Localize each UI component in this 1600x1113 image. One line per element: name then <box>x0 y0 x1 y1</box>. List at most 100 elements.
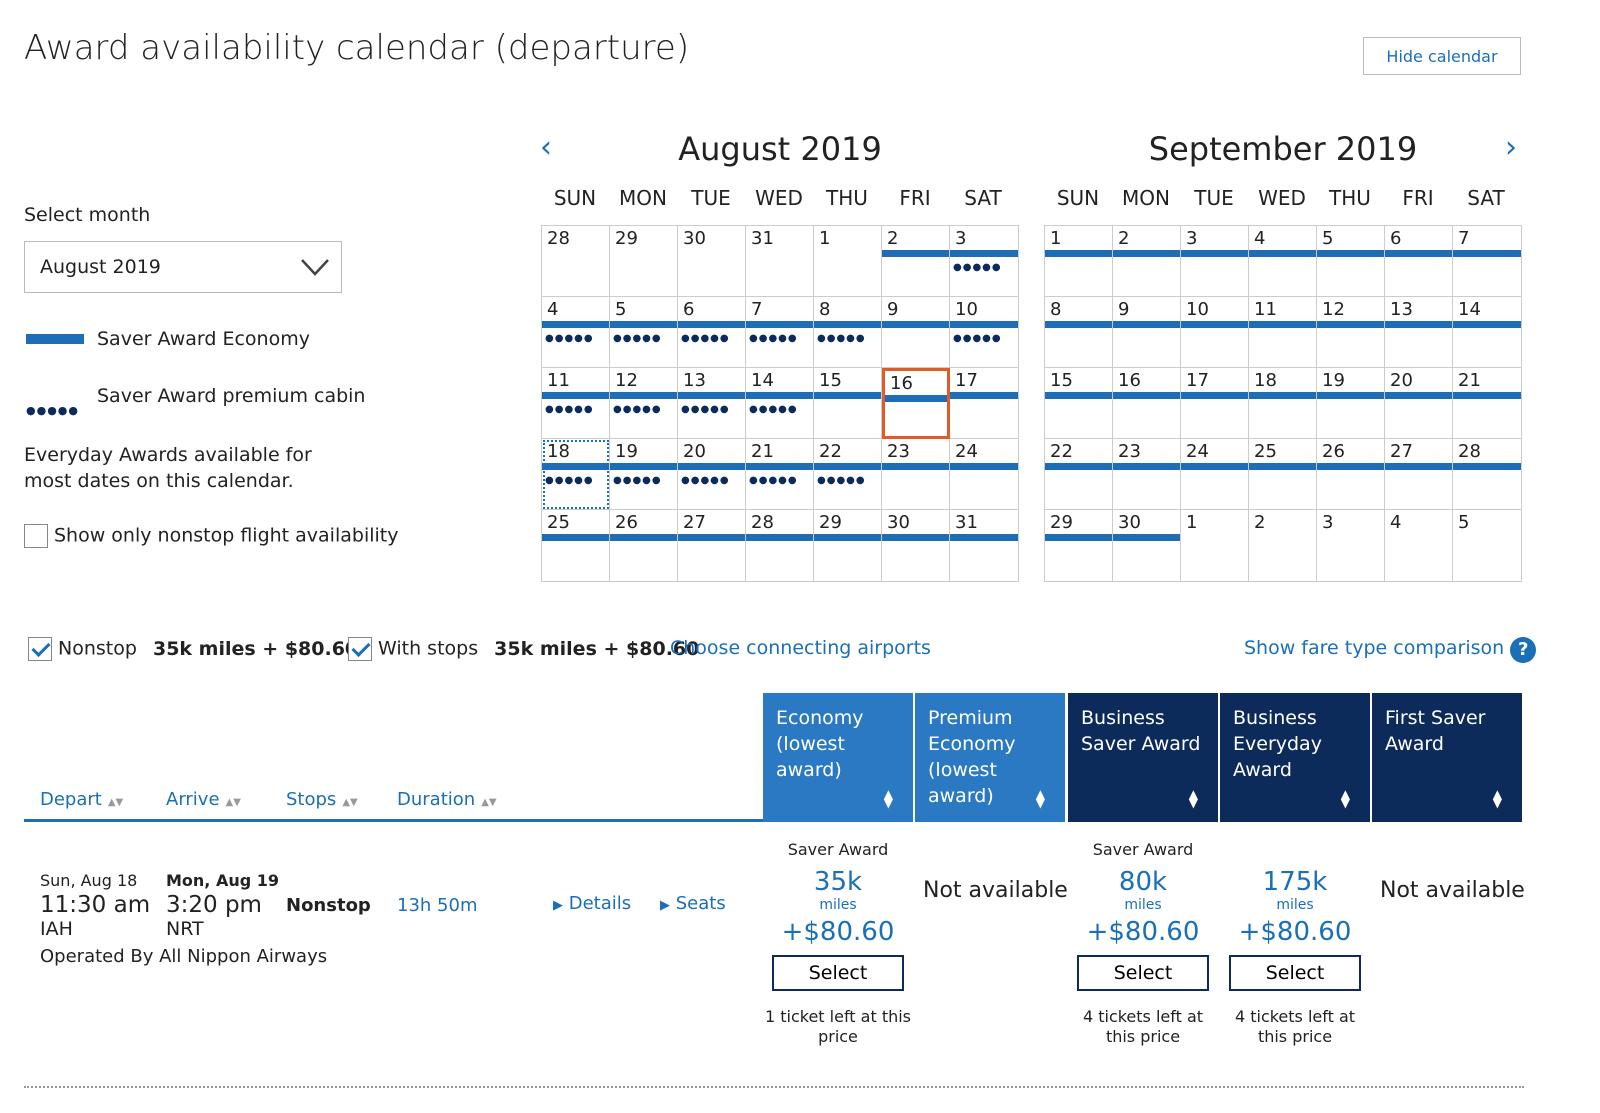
calendar-day[interactable]: 29 <box>1045 510 1113 581</box>
calendar-day[interactable]: 21 ●●●●● <box>746 439 814 510</box>
calendar-day[interactable]: 2 <box>1113 226 1181 297</box>
calendar-day[interactable]: 2 <box>1249 510 1317 581</box>
fare-comparison[interactable]: Show fare type comparison ? <box>1244 637 1537 663</box>
calendar-day[interactable]: 30 <box>1113 510 1181 581</box>
day-number: 29 <box>819 512 842 533</box>
sort-depart[interactable]: Depart ▲▼ <box>40 789 123 810</box>
calendar-day[interactable]: 10 <box>1181 297 1249 368</box>
fare-col-premium-economy[interactable]: Premium Economy (lowest award) ▲ ▼ <box>915 693 1065 822</box>
calendar-day[interactable]: 25 <box>542 510 610 581</box>
calendar-day[interactable]: 17 <box>1181 368 1249 439</box>
next-month-icon[interactable]: › <box>1505 130 1517 165</box>
calendar-day[interactable]: 30 <box>882 510 950 581</box>
calendar-day[interactable]: 28 <box>1453 439 1521 510</box>
details-link[interactable]: ▶ Details <box>553 893 631 914</box>
calendar-day[interactable]: 19 <box>1317 368 1385 439</box>
nonstop-only-option[interactable]: Show only nonstop flight availability <box>24 524 398 548</box>
calendar-day[interactable]: 24 <box>1181 439 1249 510</box>
calendar-day[interactable]: 24 <box>950 439 1018 510</box>
calendar-day[interactable]: 22 ●●●●● <box>814 439 882 510</box>
calendar-day[interactable]: 26 <box>1317 439 1385 510</box>
nonstop-filter[interactable]: Nonstop 35k miles + $80.60 <box>28 637 358 661</box>
sort-stops[interactable]: Stops ▲▼ <box>286 789 358 810</box>
calendar-day[interactable]: 1 <box>1181 510 1249 581</box>
select-business-everyday-button[interactable]: Select <box>1229 955 1361 991</box>
hide-calendar-button[interactable]: Hide calendar <box>1363 37 1521 75</box>
with-stops-checkbox[interactable] <box>348 637 372 661</box>
calendar-day[interactable]: 11 ●●●●● <box>542 368 610 439</box>
calendar-day[interactable]: 31 <box>950 510 1018 581</box>
calendar-day[interactable]: 29 <box>814 510 882 581</box>
fare-col-business-everyday[interactable]: Business Everyday Award ▲ ▼ <box>1220 693 1370 822</box>
calendar-day[interactable]: 12 <box>1317 297 1385 368</box>
calendar-day[interactable]: 11 <box>1249 297 1317 368</box>
sort-arrive[interactable]: Arrive ▲▼ <box>166 789 241 810</box>
nonstop-checkbox[interactable] <box>28 637 52 661</box>
calendar-day[interactable]: 31 <box>746 226 814 297</box>
calendar-day[interactable]: 18 ●●●●● <box>542 439 610 510</box>
calendar-day[interactable]: 22 <box>1045 439 1113 510</box>
calendar-day[interactable]: 2 <box>882 226 950 297</box>
fare-col-business-saver[interactable]: Business Saver Award ▲ ▼ <box>1068 693 1218 822</box>
sort-duration[interactable]: Duration ▲▼ <box>397 789 497 810</box>
calendar-day[interactable]: 10 ●●●●● <box>950 297 1018 368</box>
calendar-day[interactable]: 13 <box>1385 297 1453 368</box>
calendar-day[interactable]: 26 <box>610 510 678 581</box>
fare-col-first-saver[interactable]: First Saver Award ▲ ▼ <box>1372 693 1522 822</box>
calendar-day[interactable]: 19 ●●●●● <box>610 439 678 510</box>
calendar-day[interactable]: 4 <box>1385 510 1453 581</box>
calendar-day[interactable]: 13 ●●●●● <box>678 368 746 439</box>
select-economy-button[interactable]: Select <box>772 955 904 991</box>
calendar-day[interactable]: 23 <box>1113 439 1181 510</box>
calendar-day[interactable]: 28 <box>746 510 814 581</box>
calendar-day[interactable]: 27 <box>678 510 746 581</box>
select-business-saver-button[interactable]: Select <box>1077 955 1209 991</box>
calendar-day[interactable]: 4 ●●●●● <box>542 297 610 368</box>
month-select[interactable]: August 2019 <box>24 241 342 293</box>
calendar-day[interactable]: 3 ●●●●● <box>950 226 1018 297</box>
calendar-day[interactable]: 25 <box>1249 439 1317 510</box>
calendar-day[interactable]: 14 ●●●●● <box>746 368 814 439</box>
arrive-airport: NRT <box>166 918 204 940</box>
calendar-day[interactable]: 5 <box>1317 226 1385 297</box>
calendar-day[interactable]: 3 <box>1181 226 1249 297</box>
help-icon[interactable]: ? <box>1510 637 1537 663</box>
calendar-day[interactable]: 17 <box>950 368 1018 439</box>
calendar-day[interactable]: 20 ●●●●● <box>678 439 746 510</box>
calendar-day[interactable]: 5 <box>1453 510 1521 581</box>
nonstop-only-checkbox[interactable] <box>24 524 48 548</box>
show-fare-comparison-link[interactable]: Show fare type comparison <box>1244 637 1505 659</box>
fare-col-economy[interactable]: Economy (lowest award) ▲ ▼ <box>763 693 913 822</box>
calendar-day[interactable]: 8 <box>1045 297 1113 368</box>
calendar-day[interactable]: 8 ●●●●● <box>814 297 882 368</box>
choose-connecting-airports-link[interactable]: Choose connecting airports <box>670 637 931 659</box>
calendar-day[interactable]: 28 <box>542 226 610 297</box>
calendar-day[interactable]: 15 <box>1045 368 1113 439</box>
calendar-day[interactable]: 1 <box>1045 226 1113 297</box>
prev-month-icon[interactable]: ‹ <box>540 130 552 165</box>
calendar-day[interactable]: 14 <box>1453 297 1521 368</box>
calendar-day[interactable]: 5 ●●●●● <box>610 297 678 368</box>
calendar-day[interactable]: 6 <box>1385 226 1453 297</box>
calendar-day[interactable]: 20 <box>1385 368 1453 439</box>
calendar-day[interactable]: 16 <box>882 368 950 439</box>
calendar-day[interactable]: 29 <box>610 226 678 297</box>
calendar-day[interactable]: 7 <box>1453 226 1521 297</box>
calendar-day[interactable]: 27 <box>1385 439 1453 510</box>
calendar-day[interactable]: 16 <box>1113 368 1181 439</box>
calendar-day[interactable]: 18 <box>1249 368 1317 439</box>
with-stops-filter[interactable]: With stops 35k miles + $80.60 <box>348 637 699 661</box>
calendar-day[interactable]: 30 <box>678 226 746 297</box>
calendar-day[interactable]: 3 <box>1317 510 1385 581</box>
calendar-day[interactable]: 12 ●●●●● <box>610 368 678 439</box>
calendar-day[interactable]: 7 ●●●●● <box>746 297 814 368</box>
calendar-day[interactable]: 15 <box>814 368 882 439</box>
calendar-day[interactable]: 9 <box>882 297 950 368</box>
calendar-day[interactable]: 1 <box>814 226 882 297</box>
calendar-day[interactable]: 6 ●●●●● <box>678 297 746 368</box>
calendar-day[interactable]: 4 <box>1249 226 1317 297</box>
seats-link[interactable]: ▶ Seats <box>660 893 726 914</box>
calendar-day[interactable]: 21 <box>1453 368 1521 439</box>
calendar-day[interactable]: 23 <box>882 439 950 510</box>
calendar-day[interactable]: 9 <box>1113 297 1181 368</box>
